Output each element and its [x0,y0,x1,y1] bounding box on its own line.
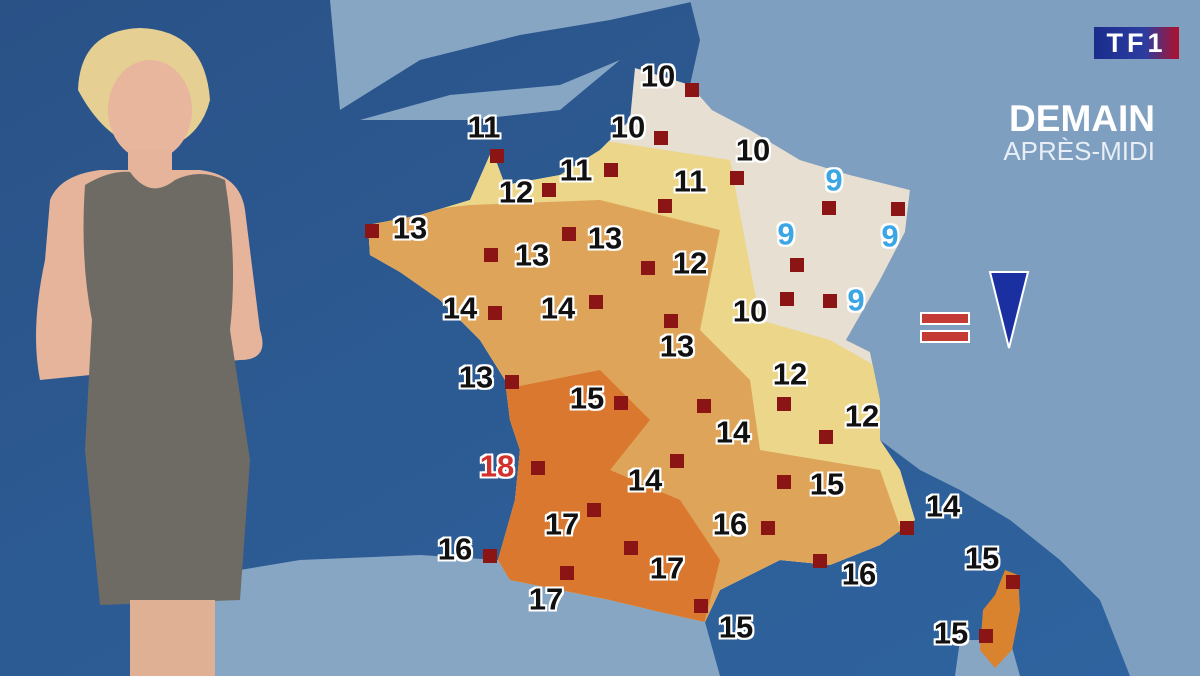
tf1-logo: TF1 [1094,27,1179,59]
station-marker [531,461,545,475]
station-temperature: 14 [442,290,478,326]
station-temperature: 9 [847,282,865,318]
station-marker [780,292,794,306]
station-temperature: 10 [735,132,771,168]
station-marker [694,599,708,613]
station-marker [542,183,556,197]
station-temperature: 16 [437,531,473,567]
station-marker [730,171,744,185]
station-temperature: 17 [649,550,685,586]
station-marker [490,149,504,163]
station-marker [505,375,519,389]
station-temperature: 14 [540,290,576,326]
station-marker [813,554,827,568]
station-marker [822,201,836,215]
station-marker [670,454,684,468]
station-temperature: 10 [732,293,768,329]
spain-landmass [160,555,720,676]
equal-trend-icon [920,312,970,343]
station-marker [488,306,502,320]
station-marker [641,261,655,275]
station-marker [562,227,576,241]
station-temperature: 14 [715,414,751,450]
station-temperature: 9 [777,216,795,252]
corsica-map [980,570,1020,668]
station-temperature: 14 [627,462,663,498]
station-temperature: 13 [659,328,695,364]
station-temperature: 13 [587,220,623,256]
station-marker [589,295,603,309]
forecast-period: APRÈS-MIDI [1003,136,1155,166]
station-marker [685,83,699,97]
station-temperature: 18 [479,448,515,484]
station-marker [560,566,574,580]
station-temperature: 17 [544,506,580,542]
station-marker [483,549,497,563]
station-marker [979,629,993,643]
station-temperature: 11 [467,109,501,145]
station-marker [658,199,672,213]
station-temperature: 9 [825,162,843,198]
station-marker [1006,575,1020,589]
forecast-title: DEMAIN APRÈS-MIDI [1003,100,1155,166]
station-marker [664,314,678,328]
station-temperature: 15 [569,380,605,416]
station-temperature: 16 [712,506,748,542]
station-temperature: 13 [392,210,428,246]
station-temperature: 17 [528,581,564,617]
forecast-day: DEMAIN [1009,98,1155,139]
station-marker [365,224,379,238]
station-marker [900,521,914,535]
station-temperature: 12 [672,245,708,281]
station-temperature: 15 [964,540,1000,576]
down-trend-triangle-icon [988,271,1030,349]
station-marker [790,258,804,272]
station-temperature: 16 [841,556,877,592]
station-marker [614,396,628,410]
station-marker [823,294,837,308]
station-temperature: 13 [514,237,550,273]
station-marker [604,163,618,177]
station-temperature: 10 [610,109,646,145]
station-temperature: 15 [933,615,969,651]
station-marker [819,430,833,444]
weather-presenter [36,28,263,676]
uk-landmass [330,0,700,120]
station-temperature: 14 [925,488,961,524]
station-temperature: 12 [844,398,880,434]
station-temperature: 12 [498,174,534,210]
station-temperature: 11 [559,152,593,188]
station-temperature: 10 [640,58,676,94]
station-marker [624,541,638,555]
station-marker [484,248,498,262]
station-temperature: 11 [673,163,707,199]
station-marker [761,521,775,535]
station-temperature: 13 [458,359,494,395]
station-marker [777,397,791,411]
station-temperature: 12 [772,356,808,392]
station-marker [587,503,601,517]
station-marker [777,475,791,489]
station-marker [697,399,711,413]
station-marker [654,131,668,145]
station-marker [891,202,905,216]
station-temperature: 9 [881,218,899,254]
station-temperature: 15 [718,609,754,645]
station-temperature: 15 [809,466,845,502]
